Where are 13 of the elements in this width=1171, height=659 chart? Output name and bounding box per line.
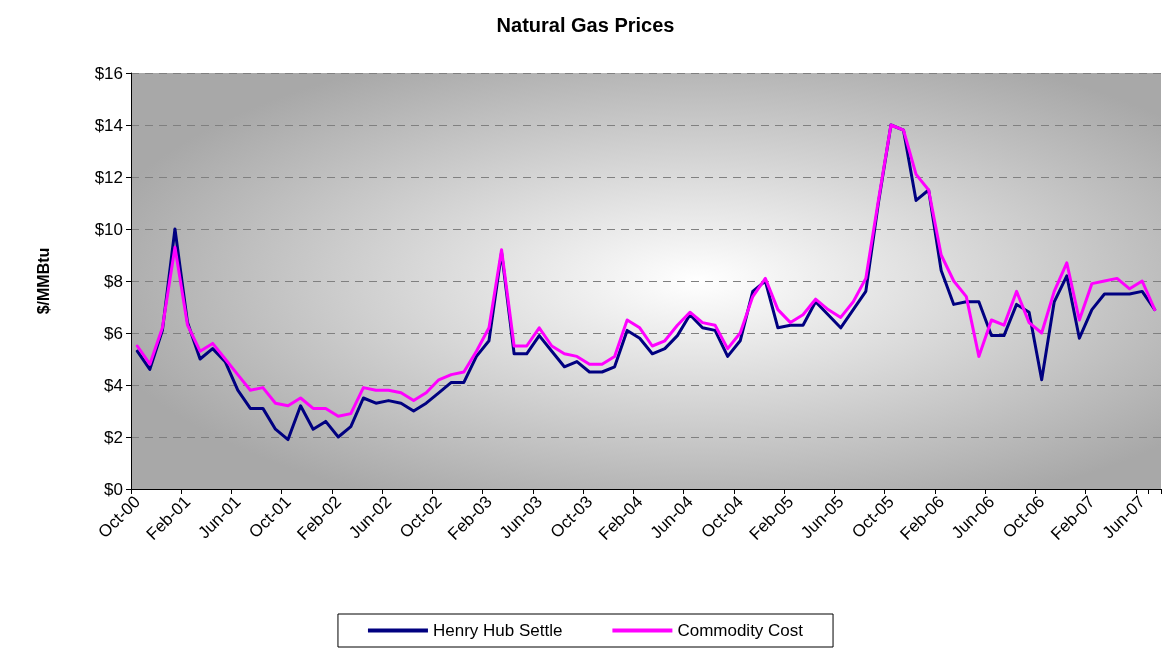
y-tick-label: $8 [104, 271, 123, 291]
y-tick-label: $12 [94, 167, 123, 187]
y-tick-label: $6 [104, 323, 123, 343]
chart-title: Natural Gas Prices [496, 14, 675, 36]
y-axis-title: $/MMBtu [34, 247, 52, 315]
y-tick-label: $10 [94, 219, 123, 239]
y-tick-label: $4 [104, 375, 123, 395]
y-tick-label: $0 [104, 479, 123, 499]
y-tick-label: $14 [94, 115, 123, 135]
y-tick-label: $2 [104, 427, 123, 447]
legend-label: Henry Hub Settle [432, 621, 563, 640]
y-tick-label: $16 [94, 63, 123, 83]
legend-label: Commodity Cost [677, 621, 804, 640]
